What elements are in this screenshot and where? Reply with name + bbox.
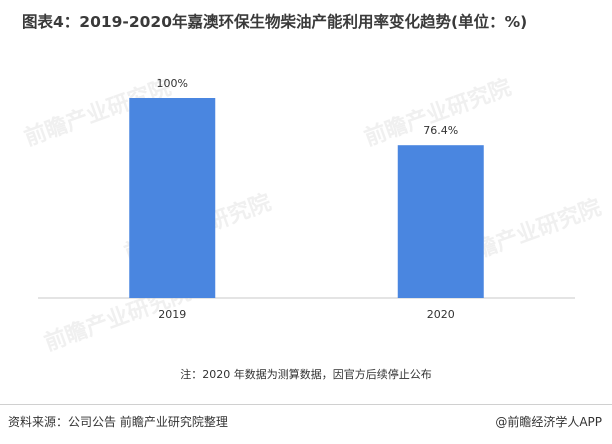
x-tick-label-2019: 2019: [158, 308, 186, 321]
data-label-2019: 100%: [157, 77, 188, 90]
chart-title: 图表4：2019-2020年嘉澳环保生物柴油产能利用率变化趋势(单位：%): [22, 13, 528, 31]
footer-divider: [0, 404, 612, 405]
chart-note: 注：2020 年数据为测算数据，因官方后续停止公布: [180, 368, 432, 381]
brand-text: @前瞻经济学人APP: [495, 415, 602, 429]
source-text: 资料来源：公司公告 前瞻产业研究院整理: [8, 415, 228, 429]
x-tick-label-2020: 2020: [427, 308, 455, 321]
data-label-2020: 76.4%: [423, 124, 458, 137]
bar-2019: [129, 98, 216, 298]
bar-2020: [397, 145, 484, 298]
